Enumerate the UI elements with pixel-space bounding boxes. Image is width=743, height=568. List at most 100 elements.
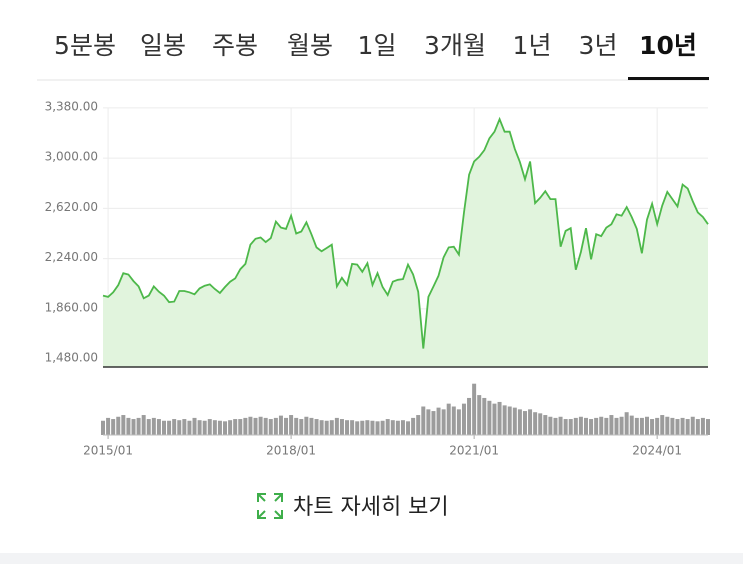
volume-bar [685, 419, 690, 435]
volume-bar [421, 406, 426, 435]
volume-bar [217, 420, 222, 435]
volume-bar [431, 411, 436, 435]
volume-bar [365, 420, 370, 435]
volume-bar [411, 417, 416, 435]
volume-bar [461, 403, 466, 435]
volume-bar [578, 416, 583, 435]
volume-bar [385, 419, 390, 435]
volume-bar [121, 415, 126, 435]
volume-bar [177, 420, 182, 435]
volume-bar [583, 417, 588, 435]
volume-bar [680, 417, 685, 435]
volume-bar [345, 420, 350, 435]
x-tick-label: 2015/01 [83, 444, 133, 458]
volume-bar [563, 419, 568, 435]
volume-bar [228, 420, 233, 435]
volume-bar [639, 417, 644, 435]
volume-bar [446, 403, 451, 435]
tab[interactable]: 일봉 [140, 31, 186, 60]
volume-bar [314, 419, 319, 435]
volume-bar [528, 409, 533, 435]
tab[interactable]: 1년 [513, 31, 552, 60]
volume-bar [289, 415, 294, 435]
volume-bar [599, 416, 604, 435]
volume-bar [614, 417, 619, 435]
volume-bar [543, 415, 548, 435]
tab[interactable]: 주봉 [212, 31, 258, 60]
icon-path [257, 493, 283, 519]
volume-bar [400, 420, 405, 435]
volume-bar [594, 417, 599, 435]
volume-bar [380, 420, 385, 435]
volume-bar [655, 417, 660, 435]
active-tab-underline [628, 77, 709, 80]
volume-bar [126, 417, 131, 435]
volume-bar [116, 416, 121, 435]
volume-bar [441, 409, 446, 435]
volume-bar [355, 421, 360, 435]
volume-bar [319, 420, 324, 435]
volume-bar [477, 395, 482, 435]
volume-bar [375, 421, 380, 435]
volume-bar [278, 415, 283, 435]
volume-bar [706, 419, 710, 435]
tab[interactable]: 1일 [358, 31, 397, 60]
volume-bar [533, 412, 538, 435]
volume-bar [304, 416, 309, 435]
volume-bar [212, 420, 217, 435]
volume-bar [650, 419, 655, 435]
volume-bar [329, 420, 334, 435]
volume-bar [467, 397, 472, 435]
y-tick-label: 2,620.00 [45, 200, 98, 214]
volume-bar [268, 419, 273, 435]
volume-bar [416, 415, 421, 435]
volume-bar [395, 420, 400, 435]
volume-bar [273, 417, 278, 435]
volume-bar [334, 417, 339, 435]
volume-bar [324, 420, 329, 435]
volume-bar [436, 407, 441, 435]
volume-bar [162, 420, 167, 435]
x-tick-label: 2021/01 [449, 444, 499, 458]
tab[interactable]: 3개월 [424, 31, 486, 60]
volume-bar [507, 406, 512, 435]
volume-bar [131, 419, 136, 435]
y-tick-label: 1,860.00 [45, 300, 98, 314]
volume-bar [497, 401, 502, 435]
volume-bar [675, 419, 680, 435]
volume-bar [472, 383, 477, 435]
volume-bar [695, 419, 700, 435]
volume-bar [522, 411, 527, 435]
volume-bar [558, 416, 563, 435]
volume-bar [197, 420, 202, 435]
volume-bar [202, 420, 207, 435]
y-tick-label: 2,240.00 [45, 250, 98, 264]
volume-bar [101, 420, 105, 435]
volume-bar [573, 417, 578, 435]
tab[interactable]: 월봉 [287, 31, 333, 60]
footer-band [0, 553, 743, 564]
volume-bar [263, 417, 268, 435]
tab[interactable]: 5분봉 [54, 31, 116, 60]
tab[interactable]: 3년 [579, 31, 618, 60]
x-tick-label: 2024/01 [632, 444, 682, 458]
expand-icon[interactable] [257, 493, 283, 519]
volume-bar [670, 417, 675, 435]
volume-bar [299, 419, 304, 435]
volume-bar [156, 419, 161, 435]
volume-bar [172, 419, 177, 435]
tab[interactable]: 10년 [639, 31, 697, 60]
detail-link[interactable]: 차트 자세히 보기 [293, 495, 449, 520]
volume-bar [284, 417, 289, 435]
volume-bar [390, 420, 395, 435]
volume-bar [451, 406, 456, 435]
volume-bar [548, 416, 553, 435]
volume-bar [258, 416, 263, 435]
volume-bar [243, 417, 248, 435]
volume-bar [456, 409, 461, 435]
volume-bar [370, 420, 375, 435]
volume-bar [223, 421, 228, 435]
volume-bar [609, 415, 614, 435]
